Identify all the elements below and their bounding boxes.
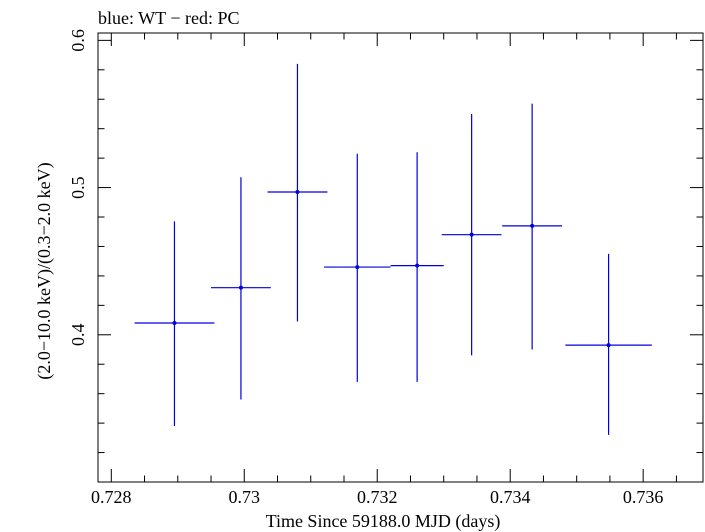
data-point-wt (441, 113, 502, 356)
data-points (134, 63, 652, 435)
point-marker (415, 263, 420, 268)
point-marker (172, 321, 177, 326)
data-point-wt (390, 152, 444, 382)
x-tick-label: 0.736 (623, 487, 664, 507)
x-tick-label: 0.73 (229, 487, 261, 507)
x-axis-ticks: 0.728 0.73 0.732 0.734 0.736 (91, 33, 677, 507)
point-marker (606, 343, 611, 348)
data-point-wt (502, 103, 563, 350)
data-point-wt (324, 153, 391, 382)
x-tick-label: 0.728 (91, 487, 132, 507)
chart-title: blue: WT − red: PC (98, 8, 239, 28)
plot-frame (97, 32, 704, 483)
data-point-wt (267, 63, 328, 322)
point-marker (238, 285, 243, 290)
x-tick-label: 0.734 (490, 487, 531, 507)
axes-frame (97, 32, 704, 483)
data-point-wt (565, 253, 652, 435)
y-tick-label: 0.6 (68, 29, 88, 52)
x-axis-label: Time Since 59188.0 MJD (days) (266, 511, 501, 532)
data-point-wt (211, 177, 271, 400)
point-marker (355, 265, 360, 270)
y-tick-label: 0.4 (68, 324, 88, 347)
data-point-wt (134, 221, 215, 427)
point-marker (469, 232, 474, 237)
y-tick-label: 0.5 (68, 176, 88, 199)
point-marker (530, 223, 535, 228)
y-axis-ticks: 0.4 0.5 0.6 (68, 29, 703, 483)
y-axis-label: (2.0−10.0 keV)/(0.3−2.0 keV) (34, 162, 55, 379)
point-marker (295, 189, 300, 194)
x-tick-label: 0.732 (357, 487, 398, 507)
